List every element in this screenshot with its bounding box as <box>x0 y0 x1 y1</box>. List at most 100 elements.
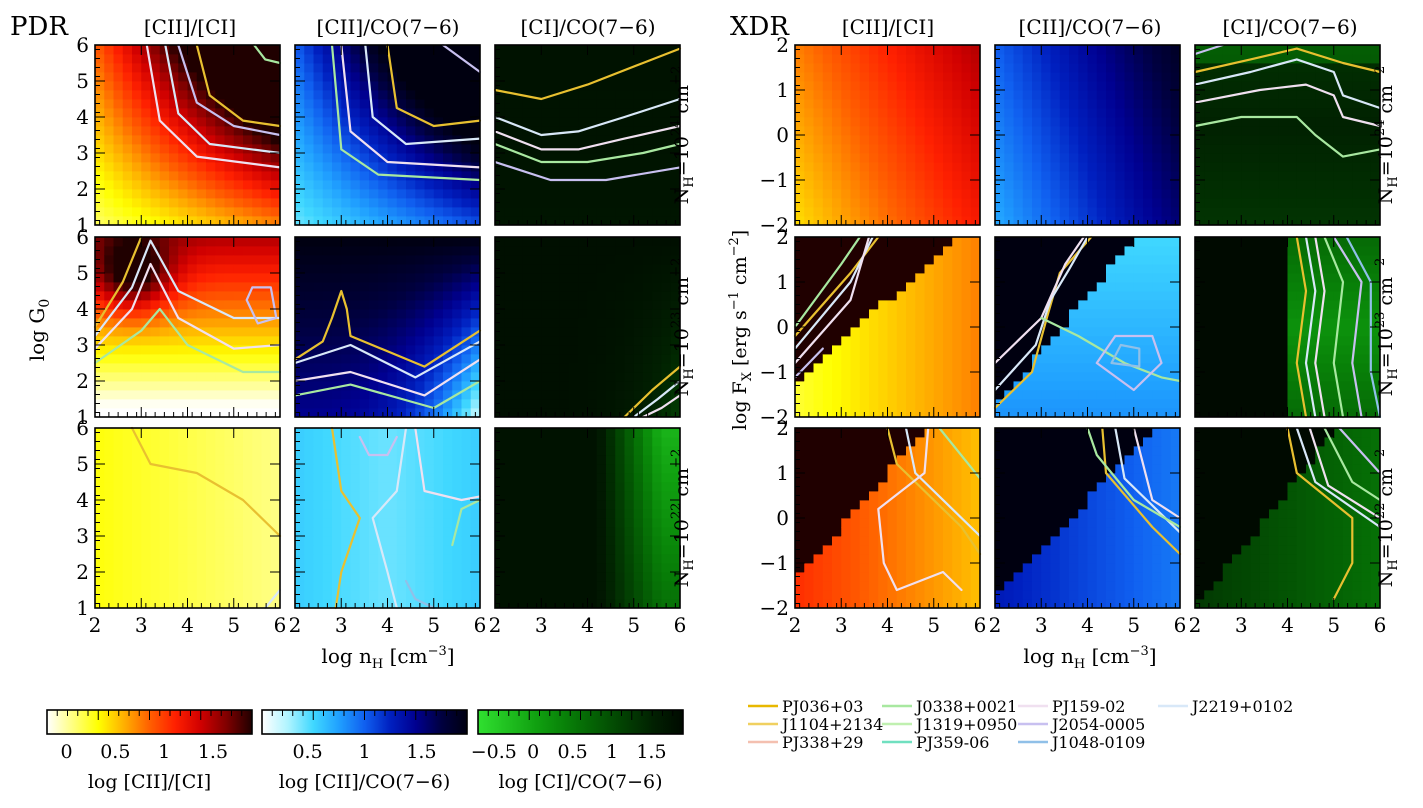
heatmap-cell <box>196 518 207 528</box>
heatmap-cell <box>878 309 888 319</box>
heatmap-cell <box>113 554 124 564</box>
heatmap-cell <box>643 273 653 283</box>
heatmap-cell <box>915 54 925 64</box>
heatmap-cell <box>433 399 444 409</box>
heatmap-cell <box>559 273 570 283</box>
heatmap-cell <box>252 500 262 510</box>
heatmap-cell <box>859 162 870 172</box>
heatmap-cell <box>832 153 842 163</box>
heatmap-cell <box>224 390 235 400</box>
heatmap-cell <box>233 318 244 328</box>
heatmap-cell <box>122 237 133 247</box>
heatmap-cell <box>132 428 142 438</box>
heatmap-cell <box>322 45 333 55</box>
heatmap-cell <box>270 126 281 136</box>
heatmap-cell <box>415 99 425 109</box>
heatmap-cell <box>643 237 653 247</box>
heatmap-cell <box>970 45 981 55</box>
heatmap-cell <box>822 354 833 364</box>
heatmap-cell <box>513 390 524 400</box>
heatmap-cell <box>859 126 870 136</box>
heatmap-cell <box>141 428 151 438</box>
heatmap-cell <box>415 482 425 492</box>
heatmap-cell <box>224 491 235 501</box>
heatmap-cell <box>643 572 653 582</box>
heatmap-cell <box>915 207 925 217</box>
heatmap-cell <box>224 336 235 346</box>
heatmap-cell <box>396 237 407 247</box>
heatmap-cell <box>661 72 672 82</box>
heatmap-cell <box>206 99 216 109</box>
heatmap-cell <box>596 345 607 355</box>
heatmap-cell <box>132 180 142 190</box>
heatmap-cell <box>424 327 435 337</box>
heatmap-cell <box>369 198 379 208</box>
heatmap-cell <box>304 527 314 537</box>
heatmap-cell <box>878 99 888 109</box>
heatmap-cell <box>569 455 579 465</box>
heatmap-cell <box>832 207 842 217</box>
heatmap-cell <box>443 99 453 109</box>
heatmap-cell <box>196 291 207 301</box>
heatmap-cell <box>624 336 635 346</box>
heatmap-cell <box>452 428 462 438</box>
heatmap-cell <box>332 180 342 190</box>
heatmap-cell <box>313 455 324 465</box>
heatmap-cell <box>270 135 281 145</box>
heatmap-cell <box>122 126 133 136</box>
heatmap-cell <box>261 455 272 465</box>
heatmap-cell <box>841 153 851 163</box>
heatmap-cell <box>615 491 625 501</box>
heatmap-cell <box>906 381 916 391</box>
heatmap-cell <box>832 162 842 172</box>
heatmap-cell <box>359 572 370 582</box>
heatmap-cell <box>513 473 524 483</box>
heatmap-cell <box>113 237 124 247</box>
heatmap-cell <box>304 45 314 55</box>
heatmap-cell <box>424 446 435 456</box>
heatmap-cell <box>252 590 262 600</box>
heatmap-cell <box>378 590 388 600</box>
heatmap-cell <box>304 99 314 109</box>
heatmap-cell <box>132 45 142 55</box>
heatmap-cell <box>804 291 814 301</box>
y-tick-label: 5 <box>76 452 89 476</box>
heatmap-cell <box>215 63 225 73</box>
heatmap-cell <box>224 464 235 474</box>
heatmap-cell <box>332 198 342 208</box>
heatmap-cell <box>141 126 151 136</box>
heatmap-cell <box>341 63 351 73</box>
heatmap-cell <box>804 282 814 292</box>
heatmap-cell <box>359 45 370 55</box>
heatmap-cell <box>452 455 462 465</box>
heatmap-cell <box>359 563 370 573</box>
heatmap-cell <box>943 162 953 172</box>
heatmap-cell <box>443 527 453 537</box>
heatmap-cell <box>587 282 598 292</box>
heatmap-cell <box>187 72 198 82</box>
heatmap-cell <box>633 237 644 247</box>
heatmap-cell <box>415 518 425 528</box>
heatmap-cell <box>187 264 198 274</box>
heatmap-cell <box>615 237 625 247</box>
heatmap-cell <box>615 381 625 391</box>
heatmap-cell <box>550 273 561 283</box>
heatmap-cell <box>313 135 324 145</box>
heatmap-cell <box>224 545 235 555</box>
heatmap-cell <box>196 372 207 382</box>
heatmap-cell <box>415 72 425 82</box>
heatmap-cell <box>606 446 616 456</box>
heatmap-cell <box>961 117 972 127</box>
heatmap-cell <box>924 135 935 145</box>
heatmap-cell <box>906 345 916 355</box>
heatmap-cell <box>878 90 888 100</box>
heatmap-cell <box>396 399 407 409</box>
heatmap-cell <box>606 509 616 519</box>
heatmap-cell <box>643 72 653 82</box>
heatmap-cell <box>104 135 114 145</box>
heatmap-cell <box>322 309 333 319</box>
heatmap-cell <box>359 500 370 510</box>
heatmap-cell <box>178 473 188 483</box>
heatmap-cell <box>587 72 598 82</box>
